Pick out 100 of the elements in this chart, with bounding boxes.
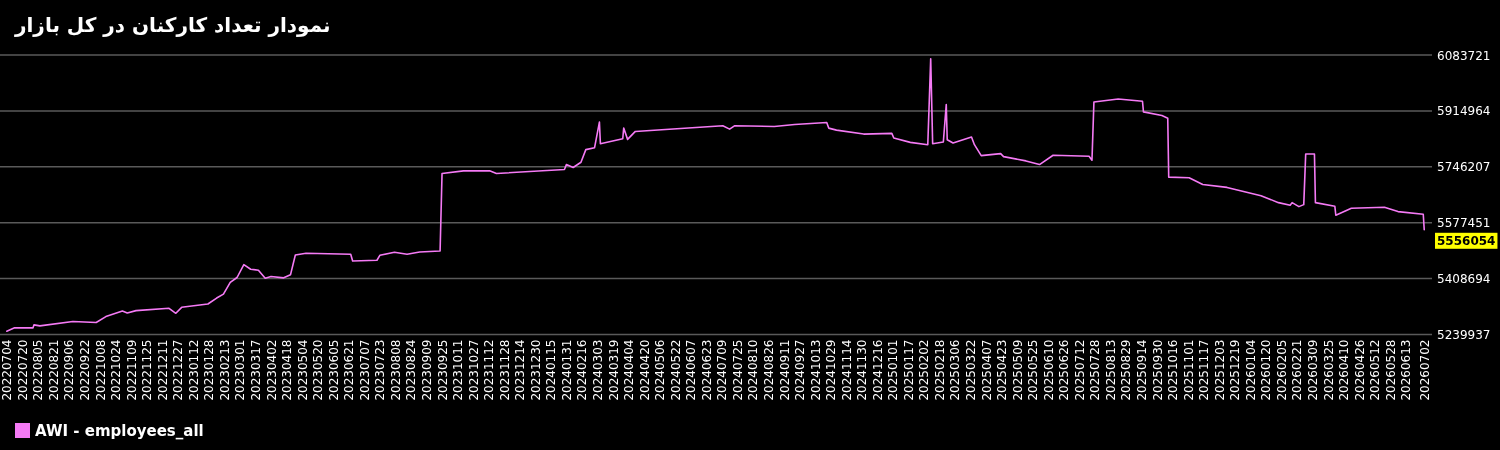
- x-tick-label: 20230808: [388, 339, 403, 401]
- x-tick-label: 20260205: [1274, 339, 1289, 401]
- x-tick-label: 20230301: [233, 339, 248, 401]
- x-tick-label: 20240506: [653, 339, 668, 401]
- x-tick-label: 20250610: [1041, 339, 1056, 401]
- x-tick-label: 20221125: [140, 339, 155, 401]
- x-tick-label: 20250423: [995, 339, 1010, 401]
- x-tick-label: 20221211: [155, 339, 170, 401]
- y-tick-label: 5239937: [1437, 328, 1491, 342]
- x-tick-label: 20231011: [451, 339, 466, 401]
- x-tick-label: 20230112: [186, 339, 201, 401]
- x-tick-label: 20230317: [249, 339, 264, 401]
- x-tick-label: 20260512: [1368, 339, 1383, 401]
- x-tick-label: 20250407: [979, 339, 994, 401]
- x-tick-label: 20230213: [217, 339, 232, 401]
- x-tick-label: 20231128: [497, 339, 512, 401]
- x-tick-label: 20250728: [1088, 339, 1103, 401]
- x-tick-label: 20231112: [482, 339, 497, 401]
- x-tick-label: 20241130: [855, 339, 870, 401]
- x-tick-label: 20241013: [808, 339, 823, 401]
- x-tick-label: 20240115: [544, 339, 559, 401]
- x-tick-label: 20250813: [1103, 339, 1118, 401]
- x-tick-label: 20260221: [1290, 339, 1305, 401]
- x-tick-label: 20260410: [1337, 339, 1352, 401]
- x-tick-label: 20260325: [1321, 339, 1336, 401]
- x-tick-label: 20241216: [870, 339, 885, 401]
- x-tick-label: 20240303: [590, 339, 605, 401]
- x-tick-label: 20230824: [404, 339, 419, 401]
- x-tick-label: 20221227: [171, 339, 186, 401]
- x-tick-label: 20260309: [1306, 339, 1320, 401]
- x-tick-label: 20260528: [1383, 339, 1398, 401]
- x-tick-label: 20230402: [264, 339, 279, 401]
- x-tick-label: 20250712: [1072, 339, 1087, 401]
- y-tick-label: 5914964: [1437, 104, 1491, 119]
- x-tick-label: 20230520: [311, 339, 326, 401]
- x-tick-label: 20240216: [575, 339, 590, 401]
- x-tick-label: 20240709: [715, 339, 730, 401]
- x-tick-label: 20250914: [1135, 339, 1150, 401]
- x-tick-label: 20221109: [124, 339, 139, 401]
- x-tick-label: 20260120: [1259, 339, 1274, 401]
- x-tick-label: 20230707: [357, 339, 372, 401]
- x-tick-label: 20241114: [839, 339, 854, 401]
- x-tick-label: 20250202: [917, 339, 932, 401]
- x-tick-label: 20231027: [466, 339, 481, 401]
- y-tick-label: 5746207: [1437, 160, 1491, 175]
- x-tick-label: 20230909: [419, 339, 434, 401]
- x-tick-label: 20240810: [746, 339, 761, 401]
- x-tick-label: 20220720: [15, 339, 30, 401]
- x-tick-label: 20250930: [1150, 339, 1165, 401]
- x-tick-label: 20230418: [280, 339, 295, 401]
- x-tick-label: 20250525: [1026, 339, 1041, 401]
- x-tick-label: 20230925: [435, 339, 450, 401]
- legend: AWI - employees_all: [15, 422, 204, 440]
- x-tick-label: 20230621: [342, 339, 357, 401]
- x-tick-label: 20220805: [31, 339, 46, 401]
- y-tick-label: 5577451: [1437, 216, 1491, 231]
- x-tick-label: 20240623: [699, 339, 714, 401]
- x-tick-label: 20231214: [513, 339, 528, 401]
- x-tick-label: 20220704: [0, 339, 15, 401]
- x-tick-label: 20220821: [46, 339, 61, 401]
- x-tick-label: 20230128: [202, 339, 217, 401]
- x-tick-label: 20240522: [668, 339, 683, 401]
- chart-title: نمودار تعداد کارکنان در کل بازار: [14, 13, 331, 37]
- x-tick-label: 20250306: [948, 339, 963, 401]
- x-tick-label: 20230605: [326, 339, 341, 401]
- x-tick-label: 20230504: [295, 339, 310, 401]
- x-tick-label: 20250101: [886, 339, 901, 401]
- x-tick-label: 20251203: [1212, 339, 1227, 401]
- x-tick-label: 20260613: [1399, 339, 1414, 401]
- y-tick-label: 6083721: [1437, 48, 1491, 63]
- x-tick-label: 20221008: [93, 339, 108, 401]
- x-tick-label: 20240927: [793, 339, 808, 401]
- x-tick-label: 20250509: [1010, 339, 1025, 401]
- x-tick-label: 20241029: [824, 339, 839, 401]
- x-tick-label: 20240420: [637, 339, 652, 401]
- x-tick-label: 20221024: [109, 339, 124, 401]
- x-tick-label: 20250829: [1119, 339, 1134, 401]
- x-tick-label: 20230723: [373, 339, 388, 401]
- x-tick-label: 20251101: [1181, 339, 1196, 401]
- x-tick-label: 20240319: [606, 339, 621, 401]
- x-tick-label: 20251016: [1166, 339, 1181, 401]
- x-tick-label: 20220906: [62, 339, 77, 401]
- x-tick-label: 20260426: [1352, 339, 1367, 401]
- x-tick-label: 20250218: [932, 339, 947, 401]
- x-tick-label: 20240725: [730, 339, 745, 401]
- x-tick-label: 20251117: [1197, 339, 1212, 401]
- x-tick-label: 20250626: [1057, 339, 1072, 401]
- x-tick-label: 20220922: [78, 339, 93, 401]
- x-tick-label: 20251219: [1228, 339, 1243, 401]
- x-tick-label: 20260702: [1417, 339, 1432, 401]
- x-tick-label: 20250117: [901, 339, 916, 401]
- x-tick-label: 20250322: [964, 339, 979, 401]
- x-tick-label: 20240607: [684, 339, 699, 401]
- x-tick-label: 20240131: [559, 339, 574, 401]
- x-tick-label: 20260104: [1243, 339, 1258, 401]
- x-tick-label: 20240826: [761, 339, 776, 401]
- x-tick-label: 20231230: [528, 339, 543, 401]
- x-tick-label: 20240911: [777, 339, 792, 401]
- x-tick-label: 20240404: [622, 339, 637, 401]
- y-tick-label: 5408694: [1437, 272, 1491, 287]
